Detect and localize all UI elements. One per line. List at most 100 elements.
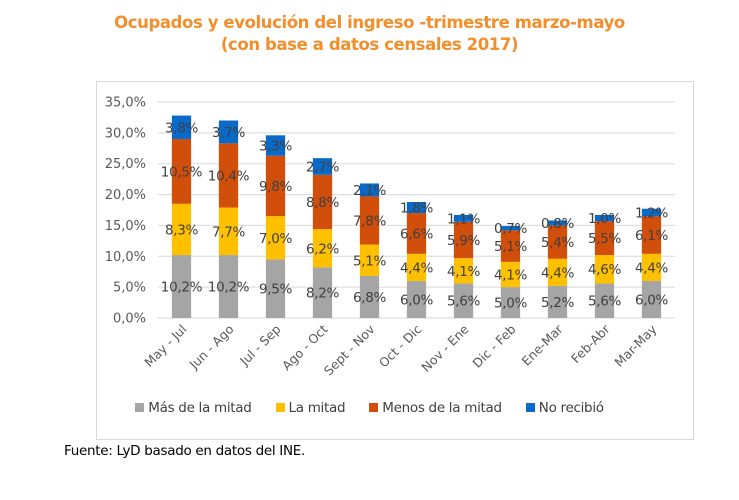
bar-segment xyxy=(312,158,333,175)
x-tick-label: Dic - Feb xyxy=(469,321,518,370)
legend-label: La mitad xyxy=(288,400,346,416)
legend-item: No recibió xyxy=(525,400,604,416)
data-label: 5,1% xyxy=(353,253,387,269)
bar-segment xyxy=(359,196,380,245)
data-label: 5,4% xyxy=(541,235,575,251)
data-label: 8,8% xyxy=(306,195,340,211)
data-label: 6,0% xyxy=(400,292,434,308)
bar-segment xyxy=(312,229,333,268)
legend: Más de la mitad La mitad Menos de la mitad… xyxy=(0,400,739,416)
bar-segment xyxy=(453,221,474,259)
legend-swatch xyxy=(369,403,379,412)
legend-label: No recibió xyxy=(538,400,604,416)
data-label: 3,8% xyxy=(165,120,199,136)
legend-item: La mitad xyxy=(275,400,346,416)
data-label: 4,1% xyxy=(494,267,528,283)
data-label: 5,2% xyxy=(541,295,575,311)
data-label: 9,5% xyxy=(259,282,293,298)
legend-swatch xyxy=(275,403,285,412)
legend-swatch xyxy=(525,403,535,412)
y-tick-label: 10,0% xyxy=(105,250,146,265)
data-label: 6,1% xyxy=(635,228,669,244)
data-labels: 10,2% 8,3% 10,5% 3,8% 10,2% 7,7% 10,4% 3,7% 9,5%… xyxy=(161,120,669,311)
y-tick-label: 20,0% xyxy=(105,188,146,203)
chart-subtitle: (con base a datos censales 2017) xyxy=(220,35,519,54)
bar-segment xyxy=(312,174,333,230)
data-label: 10,2% xyxy=(208,280,250,296)
bar-segment xyxy=(265,216,286,260)
x-tick-label: Mar-May xyxy=(611,321,660,370)
data-label: 2,1% xyxy=(353,183,387,199)
bar-segment xyxy=(171,203,192,256)
data-label: 7,0% xyxy=(259,231,293,247)
bar-segment xyxy=(641,253,662,281)
bars xyxy=(171,115,662,318)
bar-segment xyxy=(359,244,380,277)
data-label: 6,8% xyxy=(353,290,387,306)
data-label: 10,4% xyxy=(208,168,250,184)
data-label: 4,1% xyxy=(447,264,481,280)
bar-segment xyxy=(406,213,427,254)
data-label: 10,5% xyxy=(161,164,203,180)
bar-segment xyxy=(218,120,239,144)
chart-title: Ocupados y evolución del ingreso -trimes… xyxy=(114,13,625,32)
x-tick-label: Jul - Sep xyxy=(236,321,283,368)
bar-segment xyxy=(171,115,192,140)
bar-segment xyxy=(359,183,380,197)
data-label: 1,1% xyxy=(447,211,481,227)
source-note: Fuente: LyD basado en datos del INE. xyxy=(64,443,306,459)
x-tick-label: Nov - Ene xyxy=(418,321,472,375)
bar-segment xyxy=(594,221,615,256)
bar-segment xyxy=(594,255,615,284)
y-axis-ticks: 0,0% 5,0% 10,0% 15,0% 20,0% 25,0% 30,0% 35,0% xyxy=(105,96,146,327)
legend-item: Más de la mitad xyxy=(135,400,252,416)
y-tick-label: 0,0% xyxy=(113,312,146,327)
bar-segment xyxy=(453,258,474,284)
bar-segment xyxy=(594,214,615,222)
bar-segment xyxy=(218,143,239,208)
bar-segment xyxy=(594,283,615,318)
data-label: 6,6% xyxy=(400,226,434,242)
data-label: 1,8% xyxy=(400,201,434,217)
bar-segment xyxy=(218,255,239,318)
data-label: 5,6% xyxy=(447,294,481,310)
bar-segment xyxy=(265,155,286,217)
bar-segment xyxy=(406,280,427,318)
legend-item: Menos de la mitad xyxy=(369,400,502,416)
x-tick-label: Ene-Mar xyxy=(519,321,567,369)
bar-segment xyxy=(265,259,286,318)
data-label: 5,9% xyxy=(447,233,481,249)
data-label: 5,6% xyxy=(588,294,622,310)
x-tick-label: Jun - Ago xyxy=(186,322,237,373)
data-label: 4,4% xyxy=(400,260,434,276)
bar-segment xyxy=(171,255,192,318)
bar-segment xyxy=(171,139,192,204)
data-label: 3,3% xyxy=(259,139,293,155)
data-label: 7,7% xyxy=(212,224,246,240)
bar-segment xyxy=(547,285,568,318)
bar-segment xyxy=(406,253,427,281)
data-label: 8,3% xyxy=(165,222,199,238)
bar-segment xyxy=(500,261,521,288)
data-label: 1,0% xyxy=(588,211,622,227)
bar-segment xyxy=(453,283,474,318)
data-label: 8,2% xyxy=(306,286,340,302)
data-label: 7,8% xyxy=(353,213,387,229)
legend-label: Más de la mitad xyxy=(148,400,252,416)
data-label: 5,1% xyxy=(494,239,528,255)
data-label: 4,4% xyxy=(541,265,575,281)
x-tick-label: Sept - Nov xyxy=(321,321,378,378)
data-label: 5,0% xyxy=(494,296,528,312)
bar-segment xyxy=(265,135,286,156)
x-tick-label: Feb-Abr xyxy=(568,321,613,366)
bar-segment xyxy=(547,225,568,259)
bar-segment xyxy=(500,287,521,318)
data-label: 2,7% xyxy=(306,159,340,175)
y-tick-label: 30,0% xyxy=(105,126,146,141)
x-tick-label: May - Jul xyxy=(141,322,189,370)
data-label: 9,8% xyxy=(259,179,293,195)
bar-segment xyxy=(641,216,662,254)
data-label: 10,2% xyxy=(161,280,203,296)
